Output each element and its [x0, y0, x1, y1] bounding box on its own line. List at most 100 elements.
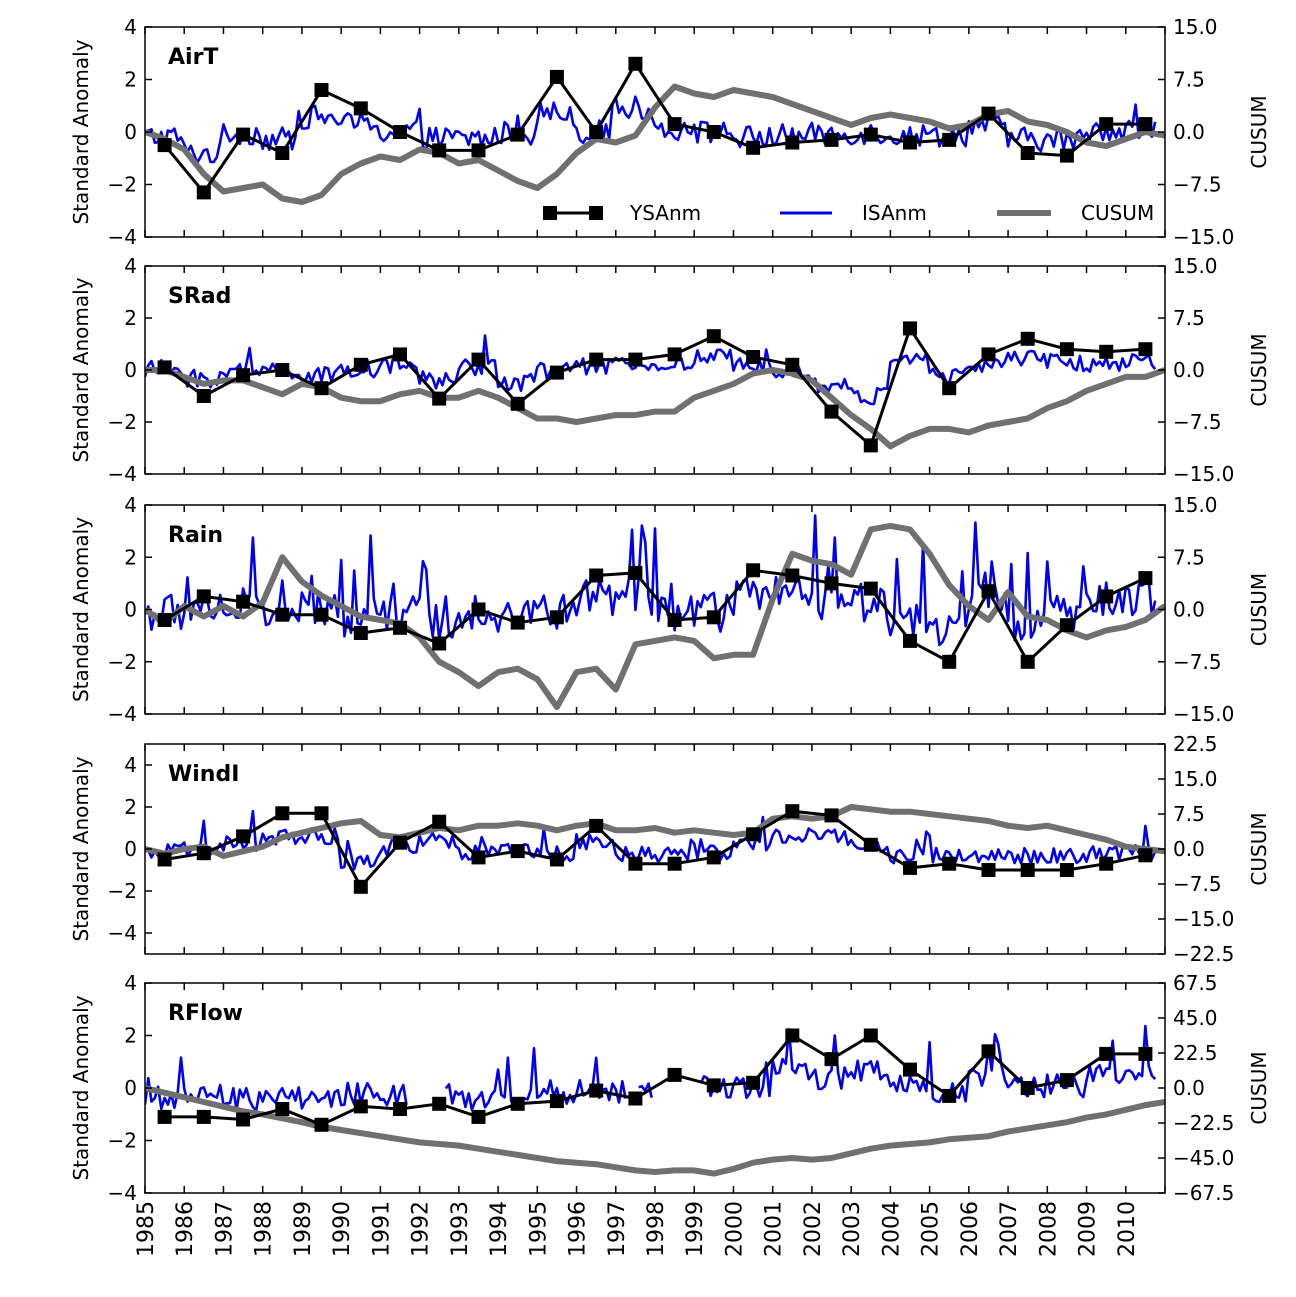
ysanm-marker [432, 636, 447, 651]
ysanm-marker [667, 1067, 682, 1082]
legend-label: YSAnm [629, 201, 701, 225]
ysanm-marker [236, 829, 251, 844]
ysanm-marker [863, 438, 878, 453]
ysanm-marker [903, 321, 917, 336]
ysanm-marker [1020, 331, 1035, 346]
left-tick-label: 4 [124, 493, 137, 517]
ysanm-marker [275, 607, 290, 622]
x-tick-label: 1993 [448, 1201, 473, 1257]
ysanm-marker [471, 1109, 486, 1124]
x-tick-label: 1995 [526, 1201, 551, 1257]
y-axis-label-right: CUSUM [1247, 95, 1271, 168]
right-tick-label: 7.5 [1173, 545, 1205, 569]
ysanm-marker [549, 852, 564, 867]
ysanm-marker [510, 844, 525, 859]
y-axis-label: Standard Anomaly [69, 39, 93, 224]
ysanm-marker [628, 856, 643, 871]
cusum-line [145, 804, 1165, 859]
right-tick-label: 22.5 [1173, 732, 1218, 756]
ysanm-marker [981, 863, 996, 877]
panel-rflow: 4 2 0 −2 −4 67.5 45.0 22.5 0.0 −22.5 −45.0 −67.5 RFl… [69, 971, 1271, 1205]
ysanm-marker [1059, 342, 1074, 357]
ysanm-marker [471, 850, 486, 865]
ysanm-marker [746, 827, 761, 842]
ysanm-marker [981, 584, 996, 599]
ysanm-marker [510, 127, 525, 142]
ysanm-marker [471, 602, 486, 617]
ysanm-line [163, 62, 1146, 194]
ysanm-marker [589, 568, 604, 583]
ysanm-marker [824, 1052, 839, 1067]
ysanm-marker [510, 396, 525, 411]
ysanm-marker [393, 1102, 407, 1116]
ysanm-marker [314, 607, 329, 622]
right-tick-label: −15.0 [1173, 907, 1234, 931]
right-tick-label: 22.5 [1173, 1041, 1218, 1065]
plot-frame [144, 743, 1166, 955]
legend: YSAnm ISAnm CUSUM [543, 201, 1154, 225]
ysanm-marker [1099, 1046, 1114, 1061]
right-tick-label: −15.0 [1173, 462, 1234, 486]
panel-title: AirT [168, 45, 218, 70]
ysanm-marker [196, 589, 211, 604]
left-tick-label: 2 [124, 68, 137, 92]
ysanm-marker [863, 837, 878, 852]
y-axis-label-right: CUSUM [1247, 1051, 1271, 1124]
left-tick-label: −2 [108, 410, 137, 434]
x-tick-label: 1999 [683, 1201, 708, 1257]
ysanm-marker [432, 391, 447, 406]
ysanm-marker [275, 1102, 290, 1116]
x-tick-label: 2000 [722, 1201, 747, 1257]
x-tick-label: 1991 [369, 1201, 394, 1257]
ysanm-marker [903, 1062, 917, 1077]
ysanm-marker [393, 835, 407, 850]
y-axis-label-right: CUSUM [1247, 812, 1271, 885]
right-tick-label: −22.5 [1173, 1111, 1234, 1135]
ysanm-marker [157, 1109, 172, 1124]
ysanm-marker [510, 615, 525, 630]
right-tick-label: 15.0 [1173, 254, 1218, 278]
ysanm-marker [1099, 589, 1114, 604]
x-tick-label: 2009 [1076, 1201, 1101, 1257]
left-tick-label: −4 [108, 225, 137, 249]
right-tick-label: −7.5 [1173, 872, 1222, 896]
ysanm-marker [549, 365, 564, 380]
isanm-line [699, 1024, 1157, 1104]
ysanm-marker [746, 563, 761, 578]
right-tick-label: 7.5 [1173, 306, 1205, 330]
ysanm-marker [824, 132, 839, 147]
ysanm-marker [353, 879, 368, 894]
ysanm-marker [628, 1091, 643, 1106]
ysanm-marker [903, 135, 917, 150]
ysanm-marker [549, 610, 564, 625]
ysanm-marker [275, 146, 290, 160]
right-tick-label: −7.5 [1173, 173, 1222, 197]
ysanm-marker [863, 581, 878, 596]
left-tick-label: −2 [108, 879, 137, 903]
left-tick-label: 0 [124, 1076, 137, 1100]
ysanm-marker [314, 381, 329, 396]
ysanm-marker [706, 610, 721, 625]
ysanm-marker [785, 1028, 800, 1043]
ysanm-marker [1059, 148, 1074, 163]
right-tick-label: 15.0 [1173, 15, 1218, 39]
ysanm-marker [667, 117, 682, 132]
ysanm-marker [353, 626, 368, 640]
ysanm-marker [314, 806, 329, 821]
right-tick-label: −45.0 [1173, 1146, 1234, 1170]
cusum-line [145, 83, 1165, 205]
ysanm-marker [706, 125, 721, 139]
ysanm-marker [314, 1117, 329, 1132]
ysanm-marker [706, 1078, 721, 1093]
y-axis-label: Standard Anomaly [69, 756, 93, 941]
ysanm-marker [667, 613, 682, 627]
right-tick-label: −67.5 [1173, 1181, 1234, 1205]
ysanm-marker [824, 404, 839, 419]
x-tick-label: 1989 [291, 1201, 316, 1257]
ysanm-marker [942, 132, 957, 147]
left-tick-label: −2 [108, 1129, 137, 1153]
isanm-line [145, 334, 1157, 406]
ysanm-marker [196, 1109, 211, 1124]
left-tick-label: 4 [124, 971, 137, 995]
ysanm-marker [706, 329, 721, 344]
